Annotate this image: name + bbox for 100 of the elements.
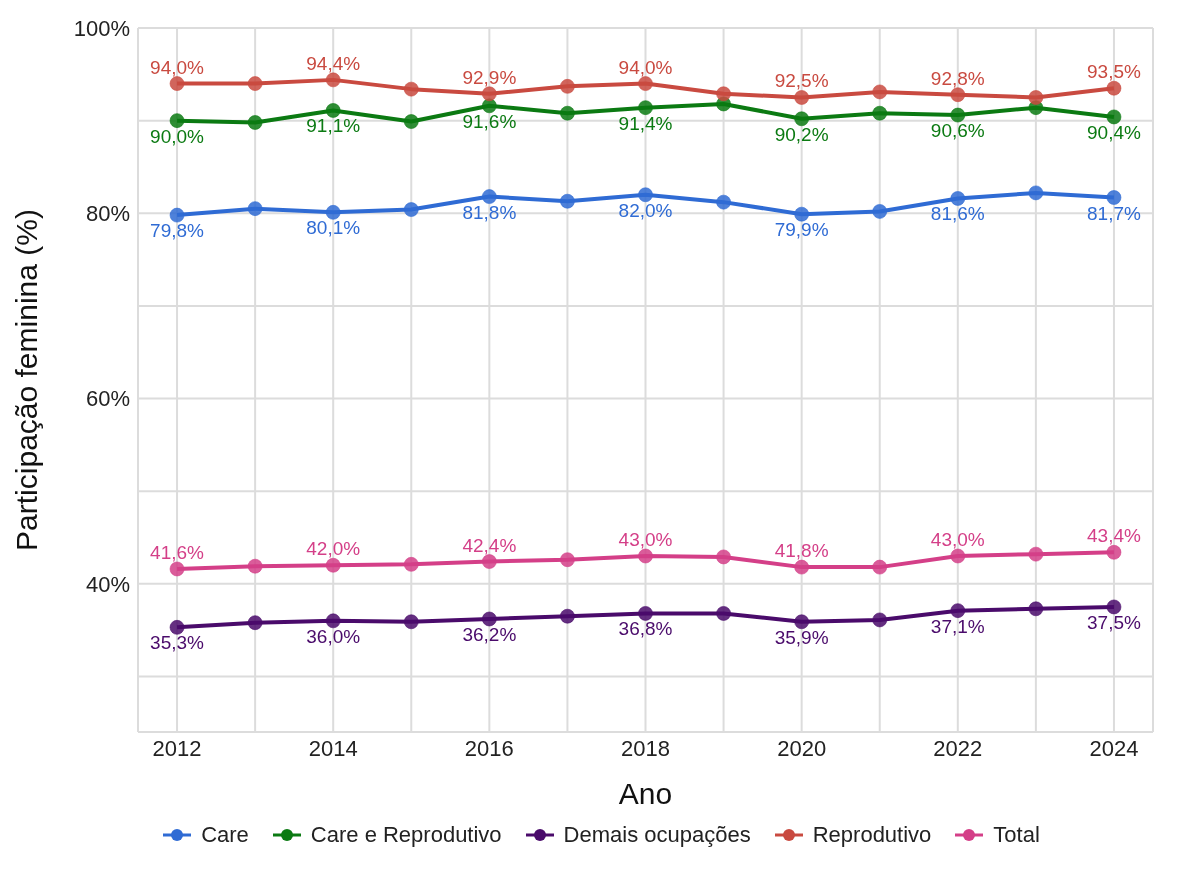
x-tick-label: 2022 xyxy=(933,735,983,761)
x-axis-title: Ano xyxy=(618,777,673,810)
point xyxy=(872,612,888,628)
data-label: 92,5% xyxy=(774,70,829,92)
point xyxy=(559,193,575,209)
point xyxy=(638,548,653,564)
data-label: 90,0% xyxy=(150,125,205,147)
data-label: 92,9% xyxy=(462,66,517,88)
data-label: 90,4% xyxy=(1087,121,1141,143)
data-label: 94,4% xyxy=(306,52,361,74)
point xyxy=(638,100,653,116)
point xyxy=(559,608,575,624)
point xyxy=(716,86,732,102)
point xyxy=(403,614,419,630)
point xyxy=(481,189,497,205)
point xyxy=(716,549,732,565)
point xyxy=(638,76,653,92)
data-label: 82,0% xyxy=(618,199,673,221)
point xyxy=(247,615,263,631)
x-tick-label: 2012 xyxy=(152,735,202,761)
point xyxy=(325,557,341,573)
point xyxy=(247,201,263,217)
point xyxy=(950,87,966,103)
point xyxy=(325,204,341,220)
point xyxy=(169,76,185,92)
data-label: 42,0% xyxy=(306,538,361,560)
point xyxy=(794,559,810,575)
legend-label: Care xyxy=(201,822,249,848)
data-label: 81,8% xyxy=(462,201,517,223)
data-label: 37,5% xyxy=(1087,611,1141,633)
point xyxy=(559,105,575,121)
data-label: 37,1% xyxy=(930,615,985,637)
x-tick-label: 2020 xyxy=(777,735,827,761)
point xyxy=(169,113,185,129)
data-label: 91,4% xyxy=(618,112,673,134)
point xyxy=(247,558,263,574)
point xyxy=(872,203,888,219)
data-label: 36,8% xyxy=(618,618,673,640)
point xyxy=(169,561,185,577)
point xyxy=(716,194,732,210)
data-label: 81,7% xyxy=(1087,202,1141,224)
point xyxy=(481,86,497,102)
data-label: 35,9% xyxy=(774,626,829,648)
point xyxy=(950,603,966,619)
data-label: 91,6% xyxy=(462,110,517,132)
legend-label: Reprodutivo xyxy=(812,822,932,848)
data-label: 79,9% xyxy=(774,219,829,241)
point xyxy=(794,89,810,105)
point xyxy=(559,78,575,94)
data-label: 79,8% xyxy=(150,220,205,242)
legend-label: Care e Reprodutivo xyxy=(310,822,502,848)
point xyxy=(247,114,263,130)
point xyxy=(481,98,497,114)
data-label: 94,0% xyxy=(150,56,205,78)
data-label: 43,0% xyxy=(930,529,985,550)
point xyxy=(1028,546,1044,562)
data-label: 90,6% xyxy=(930,120,985,142)
data-label: 36,2% xyxy=(462,623,517,645)
point xyxy=(403,556,419,572)
data-label: 92,8% xyxy=(930,67,985,89)
point xyxy=(638,187,653,203)
point xyxy=(1106,544,1122,560)
point xyxy=(403,114,419,130)
point xyxy=(950,107,966,123)
data-label: 93,5% xyxy=(1087,61,1141,83)
point xyxy=(638,605,653,621)
point xyxy=(872,84,888,100)
legend-label: Total xyxy=(993,822,1040,848)
point xyxy=(1106,80,1122,96)
point xyxy=(1106,599,1122,615)
x-tick-label: 2024 xyxy=(1089,735,1139,761)
data-label: 91,1% xyxy=(306,115,361,137)
point xyxy=(247,76,263,92)
data-label: 41,8% xyxy=(774,540,829,562)
point xyxy=(794,111,810,127)
point xyxy=(325,102,341,118)
x-tick-label: 2016 xyxy=(464,735,514,761)
data-label: 43,0% xyxy=(618,529,673,550)
point xyxy=(872,105,888,121)
legend-label: Demais ocupações xyxy=(563,822,751,848)
point xyxy=(1028,89,1044,105)
data-label: 36,0% xyxy=(306,625,361,647)
data-label: 80,1% xyxy=(306,217,361,239)
point xyxy=(794,206,810,222)
point xyxy=(481,554,497,570)
point xyxy=(1028,185,1044,201)
point xyxy=(325,72,341,88)
point xyxy=(559,552,575,568)
y-tick-label: 80% xyxy=(85,201,130,227)
point xyxy=(950,548,966,564)
point xyxy=(403,81,419,97)
point xyxy=(1106,109,1122,125)
x-tick-label: 2018 xyxy=(621,735,670,761)
point xyxy=(794,614,810,630)
y-tick-label: 100% xyxy=(73,15,130,41)
point xyxy=(169,619,185,635)
point xyxy=(1028,601,1044,617)
data-label: 43,4% xyxy=(1087,525,1141,547)
point xyxy=(403,202,419,218)
point xyxy=(1106,190,1122,206)
